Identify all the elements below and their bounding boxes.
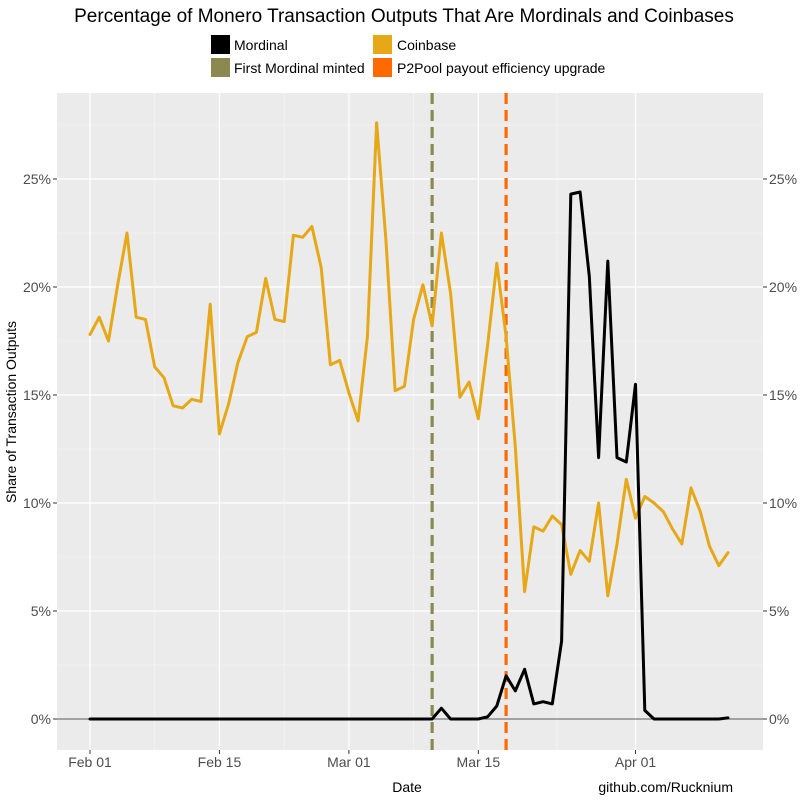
chart-title: Percentage of Monero Transaction Outputs… xyxy=(74,6,734,27)
y-tick-label-right: 5% xyxy=(769,603,789,619)
y-tick-label-left: 25% xyxy=(23,171,51,187)
y-tick-label-left: 0% xyxy=(31,711,51,727)
legend-label-first-mordinal: First Mordinal minted xyxy=(234,60,365,76)
legend-swatch-p2pool xyxy=(373,58,392,77)
series-line-mordinal xyxy=(88,190,730,721)
legend-label-p2pool: P2Pool payout efficiency upgrade xyxy=(397,60,606,76)
series-lines xyxy=(88,121,730,721)
legend: Mordinal Coinbase First Mordinal minted … xyxy=(211,35,606,77)
x-axis: Feb 01 Feb 15 Mar 01 Mar 15 Apr 01 xyxy=(68,750,656,770)
x-tick-label: Apr 01 xyxy=(615,754,656,770)
y-axis-left: 0% 5% 10% 15% 20% 25% xyxy=(23,171,57,727)
legend-swatch-coinbase xyxy=(373,35,392,54)
y-tick-label-left: 10% xyxy=(23,495,51,511)
y-tick-label-right: 25% xyxy=(769,171,797,187)
series-line-coinbase xyxy=(88,121,730,598)
y-tick-label-left: 20% xyxy=(23,279,51,295)
x-tick-label: Feb 01 xyxy=(68,754,112,770)
y-axis-title: Share of Transaction Outputs xyxy=(3,321,19,503)
y-tick-label-left: 5% xyxy=(31,603,51,619)
legend-swatch-first-mordinal xyxy=(211,58,230,77)
y-tick-label-right: 15% xyxy=(769,387,797,403)
y-tick-label-right: 10% xyxy=(769,495,797,511)
y-tick-label-left: 15% xyxy=(23,387,51,403)
plot-panel xyxy=(57,93,763,750)
x-tick-label: Mar 01 xyxy=(327,754,371,770)
x-tick-label: Mar 15 xyxy=(457,754,501,770)
reference-lines xyxy=(430,93,508,750)
legend-label-coinbase: Coinbase xyxy=(397,37,456,53)
y-axis-right: 0% 5% 10% 15% 20% 25% xyxy=(763,171,797,727)
x-axis-title: Date xyxy=(392,779,422,795)
x-tick-label: Feb 15 xyxy=(198,754,242,770)
y-tick-label-right: 20% xyxy=(769,279,797,295)
y-tick-label-right: 0% xyxy=(769,711,789,727)
legend-swatch-mordinal xyxy=(211,35,230,54)
caption: github.com/Rucknium xyxy=(598,779,733,795)
legend-label-mordinal: Mordinal xyxy=(234,37,288,53)
